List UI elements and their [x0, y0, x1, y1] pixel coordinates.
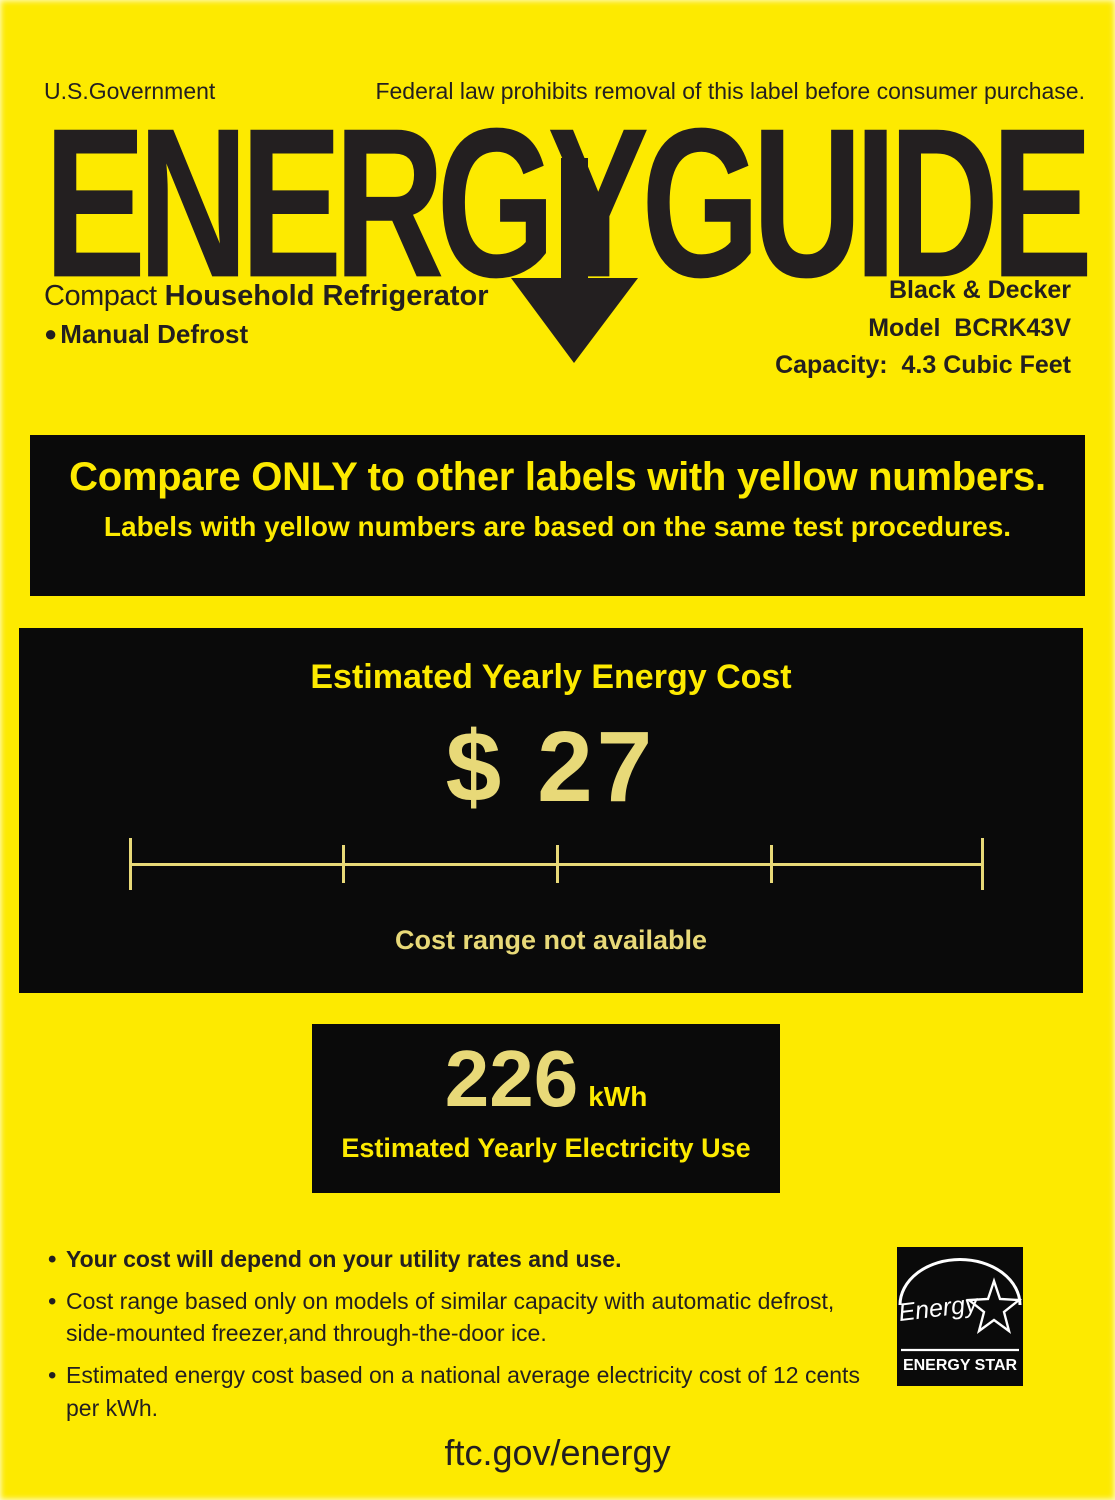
svg-text:ENERGY STAR: ENERGY STAR	[903, 1357, 1018, 1374]
